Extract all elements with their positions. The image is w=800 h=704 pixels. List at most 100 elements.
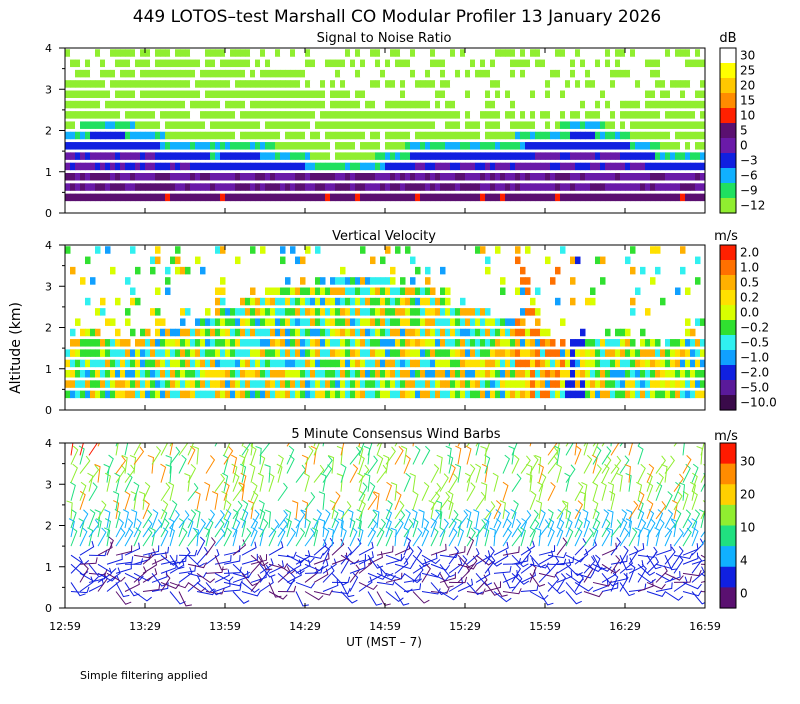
snr-cell: [100, 100, 106, 109]
wind-barb: [556, 527, 564, 547]
wind-barb: [367, 455, 379, 474]
vv-cell: [195, 359, 201, 368]
snr-cell: [650, 80, 656, 88]
y-tick-label: 4: [45, 239, 52, 252]
wind-barb: [682, 543, 699, 556]
footer-note: Simple filtering applied: [80, 669, 208, 682]
vv-cell: [345, 339, 351, 347]
snr-cell: [225, 80, 231, 88]
vv-cell: [75, 380, 81, 388]
snr-cell: [340, 193, 346, 202]
snr-cell: [195, 131, 201, 140]
snr-cell: [560, 39, 566, 47]
snr-cell: [570, 162, 576, 171]
wind-barb: [466, 555, 478, 574]
snr-cell: [75, 131, 81, 140]
wind-barb: [313, 589, 333, 596]
snr-cell: [110, 49, 116, 57]
wind-barb: [520, 558, 535, 574]
snr-cell: [415, 111, 421, 119]
snr-cell: [490, 49, 496, 57]
vv-cell: [595, 236, 601, 244]
vv-cell: [185, 359, 191, 368]
vv-cell: [340, 287, 346, 295]
vv-cell: [205, 390, 211, 399]
snr-cell: [630, 80, 636, 88]
vv-cell: [180, 370, 186, 378]
snr-cell: [300, 142, 306, 150]
vv-cell: [345, 297, 351, 306]
wind-barb: [349, 572, 359, 592]
snr-cell: [520, 142, 526, 150]
vv-cell: [360, 277, 366, 285]
vv-cell: [430, 349, 436, 357]
snr-cell: [590, 121, 596, 129]
snr-cell: [625, 121, 631, 129]
snr-cell: [455, 39, 461, 47]
snr-cell: [630, 162, 636, 171]
colorbar-swatch: [720, 48, 736, 64]
snr-cell: [600, 193, 606, 202]
wind-barb: [619, 582, 635, 597]
snr-cell: [620, 49, 626, 57]
wind-barb: [466, 536, 475, 556]
snr-cell: [615, 131, 621, 140]
snr-cell: [245, 142, 251, 150]
wind-barb: [502, 481, 509, 501]
wind-barb: [373, 491, 380, 510]
vv-cell: [410, 339, 416, 347]
vv-cell: [615, 390, 621, 399]
vv-cell: [685, 370, 691, 378]
snr-cell: [600, 131, 606, 140]
wind-barb: [646, 556, 660, 574]
vv-cell: [570, 256, 576, 265]
snr-cell: [280, 173, 286, 181]
wind-barb: [510, 509, 517, 529]
vv-cell: [455, 390, 461, 399]
snr-cell: [420, 183, 426, 191]
snr-cell: [95, 49, 101, 57]
snr-cell: [645, 131, 651, 140]
snr-cell: [315, 80, 321, 88]
snr-cell: [345, 100, 351, 109]
wind-barb: [373, 509, 380, 529]
snr-cell: [530, 111, 536, 119]
vv-cell: [330, 318, 336, 326]
snr-cell: [370, 111, 376, 119]
snr-cell: [145, 162, 151, 171]
wind-barb: [204, 481, 211, 501]
snr-cell: [565, 121, 571, 129]
snr-cell: [325, 152, 331, 160]
vv-cell: [380, 256, 386, 265]
vv-cell: [275, 287, 281, 295]
wind-barb: [547, 558, 567, 566]
snr-cell: [500, 121, 506, 129]
snr-cell: [400, 121, 406, 129]
wind-barb: [520, 518, 528, 538]
wind-barb: [337, 518, 344, 538]
snr-cell: [635, 183, 641, 191]
vv-cell: [385, 328, 391, 337]
snr-cell: [625, 90, 631, 98]
snr-cell: [265, 183, 271, 191]
snr-cell: [420, 162, 426, 171]
vv-cell: [455, 359, 461, 368]
vv-cell: [565, 380, 571, 388]
vv-cell: [350, 349, 356, 357]
snr-cell: [120, 49, 126, 57]
wind-barb: [301, 454, 309, 474]
snr-cell: [330, 131, 336, 140]
vv-cell: [220, 308, 226, 316]
vv-cell: [130, 390, 136, 399]
snr-cell: [205, 39, 211, 47]
vv-cell: [520, 339, 526, 347]
snr-cell: [300, 162, 306, 171]
y-tick-label: 3: [45, 478, 52, 491]
snr-cell: [415, 59, 421, 68]
snr-cell: [630, 59, 636, 68]
snr-cell: [665, 193, 671, 202]
snr-cell: [595, 193, 601, 202]
wind-barb: [403, 583, 422, 592]
wind-barb: [349, 564, 361, 583]
snr-cell: [660, 80, 666, 88]
